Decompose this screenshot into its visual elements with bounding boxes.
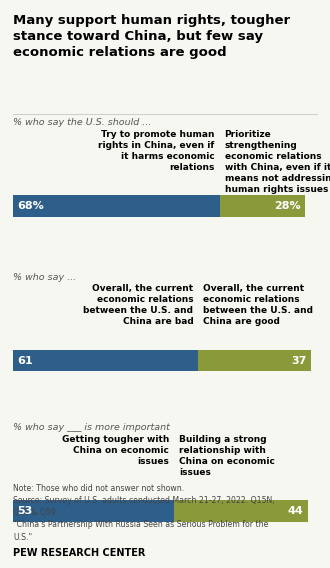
Text: PEW RESEARCH CENTER: PEW RESEARCH CENTER <box>13 548 146 558</box>
Text: % who say ...: % who say ... <box>13 273 76 282</box>
FancyBboxPatch shape <box>220 195 305 217</box>
FancyBboxPatch shape <box>198 350 311 371</box>
FancyBboxPatch shape <box>13 500 174 522</box>
FancyBboxPatch shape <box>13 195 220 217</box>
Text: Note: Those who did not answer not shown.
Source: Survey of U.S. adults conducte: Note: Those who did not answer not shown… <box>13 484 275 541</box>
Text: Building a strong
relationship with
China on economic
issues: Building a strong relationship with Chin… <box>179 435 275 477</box>
Text: 37: 37 <box>291 356 307 366</box>
Text: Many support human rights, tougher
stance toward China, but few say
economic rel: Many support human rights, tougher stanc… <box>13 14 290 59</box>
Text: 28%: 28% <box>274 201 301 211</box>
Text: 53: 53 <box>17 506 32 516</box>
Text: % who say ___ is more important: % who say ___ is more important <box>13 423 170 432</box>
Text: 61: 61 <box>17 356 33 366</box>
Text: Try to promote human
rights in China, even if
it harms economic
relations: Try to promote human rights in China, ev… <box>98 130 215 172</box>
Text: Getting tougher with
China on economic
issues: Getting tougher with China on economic i… <box>62 435 169 466</box>
Text: 44: 44 <box>288 506 304 516</box>
FancyBboxPatch shape <box>13 350 198 371</box>
Text: % who say the U.S. should ...: % who say the U.S. should ... <box>13 118 151 127</box>
Text: 68%: 68% <box>17 201 44 211</box>
Text: Prioritize
strengthening
economic relations
with China, even if it
means not add: Prioritize strengthening economic relati… <box>225 130 330 194</box>
Text: Overall, the current
economic relations
between the U.S. and
China are good: Overall, the current economic relations … <box>203 284 314 326</box>
Text: Overall, the current
economic relations
between the U.S. and
China are bad: Overall, the current economic relations … <box>83 284 193 326</box>
FancyBboxPatch shape <box>174 500 308 522</box>
